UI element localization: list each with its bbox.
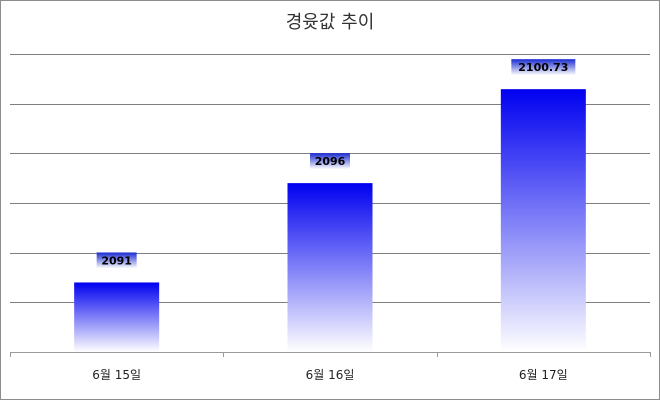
data-label-box [310, 153, 350, 170]
x-tick-label: 6월 15일 [92, 368, 141, 382]
bar [500, 89, 586, 352]
data-label: 2100.73 [518, 61, 568, 74]
bar [74, 282, 160, 352]
bars [74, 89, 586, 352]
x-axis: 6월 15일 6월 16일 6월 17일 [10, 352, 651, 382]
data-label-box [511, 59, 576, 76]
x-tick-label: 6월 16일 [306, 368, 355, 382]
data-label: 2091 [101, 254, 132, 267]
x-tick-label: 6월 17일 [519, 368, 568, 382]
data-labels: 2091 2096 2100.73 [96, 59, 576, 269]
data-label-box [96, 252, 137, 269]
data-label: 2096 [315, 155, 346, 168]
chart-title: 경윳값 추이 [285, 12, 375, 33]
bar [287, 183, 373, 352]
